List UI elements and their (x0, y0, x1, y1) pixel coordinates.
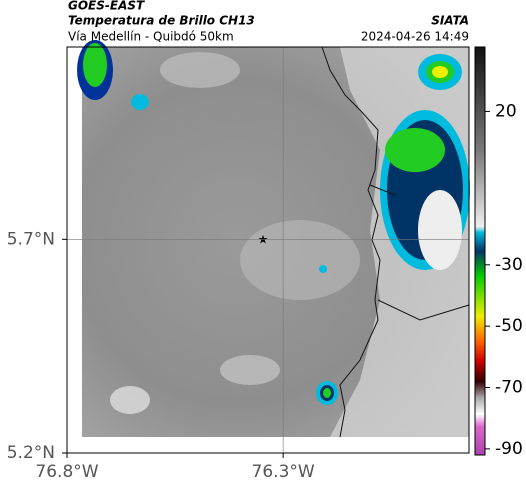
brand: SIATA (431, 14, 469, 28)
subtitle: Vía Medellín - Quibdó 50km (68, 30, 234, 44)
colorbar-tick-label: 20 (495, 101, 517, 121)
map-image: ★ (67, 40, 470, 453)
colorbar (474, 46, 486, 456)
x-tick-label: 76.3°W (252, 462, 315, 482)
colorbar-tick-label: -30 (495, 255, 523, 275)
colorbar-tick-label: -50 (495, 316, 523, 336)
title: Temperatura de Brillo CH13 (68, 14, 255, 28)
datetime: 2024-04-26 14:49 (361, 30, 469, 44)
source: GOES-EAST (68, 0, 145, 13)
map-frame (66, 46, 470, 454)
x-tick-label: 76.8°W (35, 462, 98, 482)
y-tick-label: 5.7°N (7, 229, 55, 249)
y-tick-label: 5.2°N (7, 443, 55, 463)
colorbar-tick-label: -90 (495, 439, 523, 459)
colorbar-tick-label: -70 (495, 378, 523, 398)
